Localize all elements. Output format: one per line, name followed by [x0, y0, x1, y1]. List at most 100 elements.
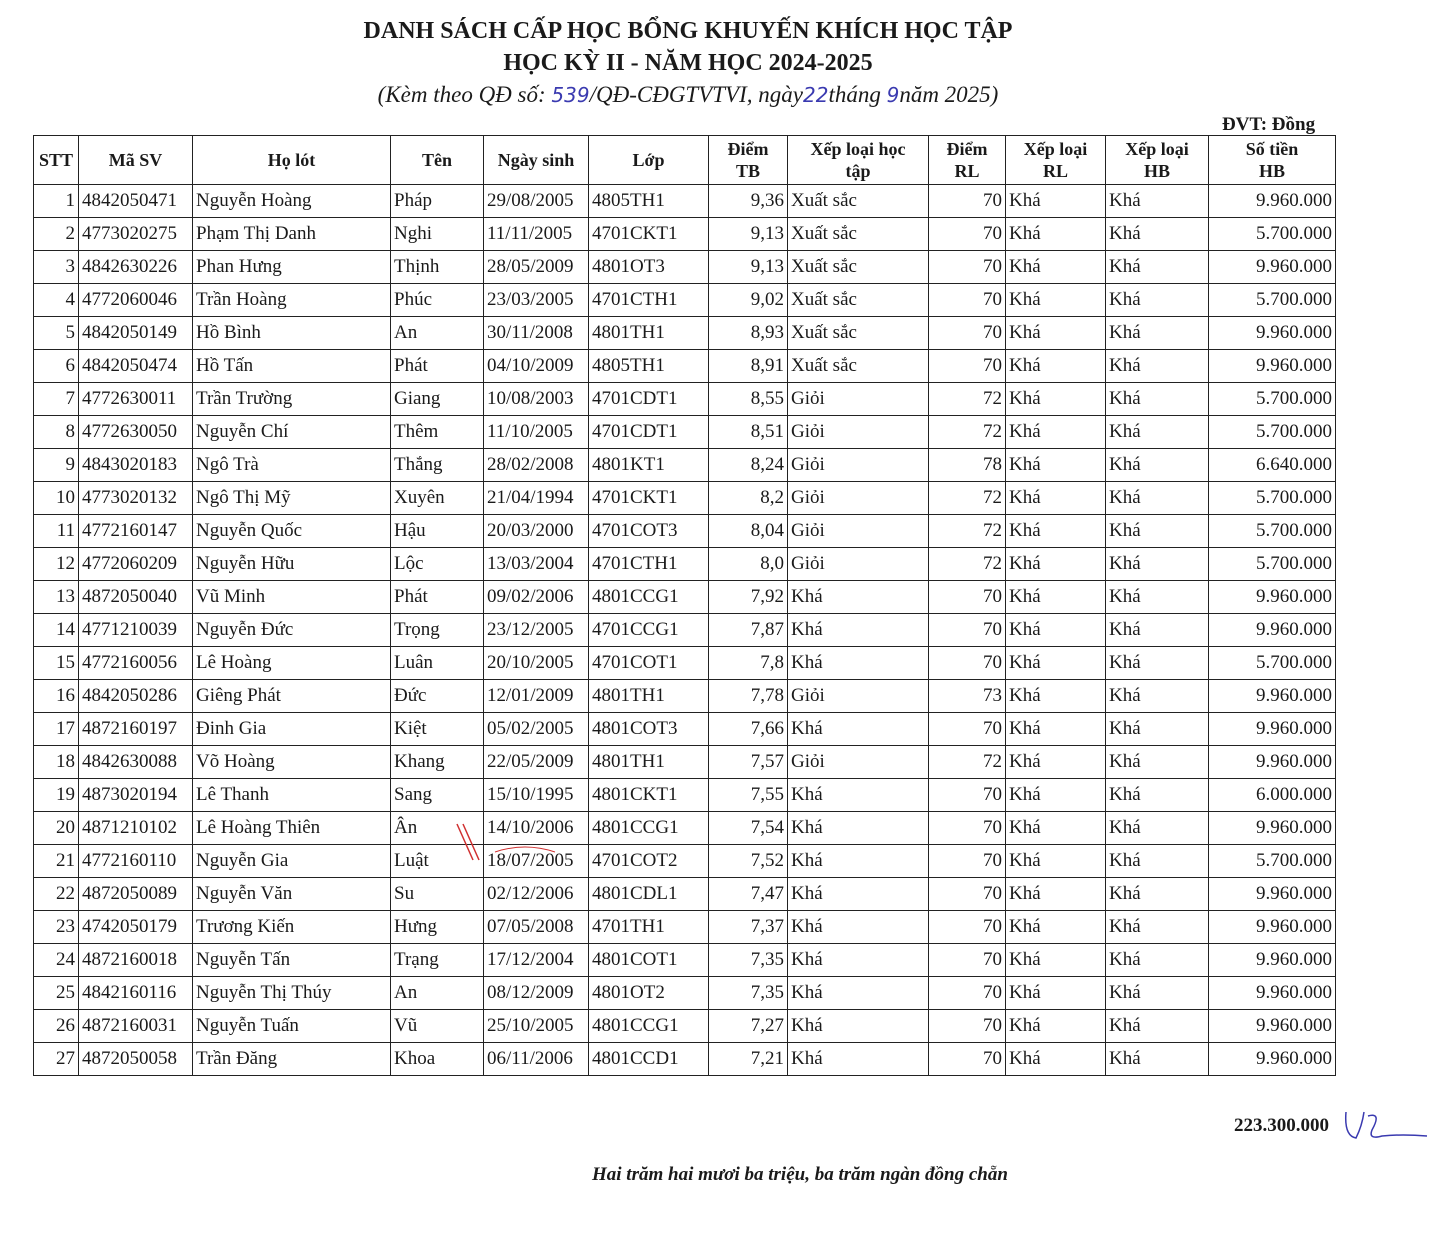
- cell-birth-date: 11/10/2005: [483, 415, 589, 449]
- cell-gpa: 8,0: [708, 547, 788, 581]
- cell-first-name: Hậu: [390, 514, 484, 548]
- cell-middle-name: Ngô Thị Mỹ: [192, 481, 391, 515]
- cell-first-name: Trạng: [390, 943, 484, 977]
- cell-academic-rank: Giỏi: [787, 415, 929, 449]
- cell-student-id: 4842050471: [78, 184, 193, 218]
- cell-conduct-score: 70: [928, 943, 1006, 977]
- cell-student-id: 4872160197: [78, 712, 193, 746]
- cell-conduct-score: 70: [928, 844, 1006, 878]
- cell-scholarship-amount: 9.960.000: [1208, 613, 1336, 647]
- cell-scholarship-amount: 6.000.000: [1208, 778, 1336, 812]
- cell-conduct-rank: Khá: [1005, 844, 1106, 878]
- cell-student-id: 4873020194: [78, 778, 193, 812]
- cell-middle-name: Lê Thanh: [192, 778, 391, 812]
- cell-stt: 2: [33, 217, 79, 251]
- cell-academic-rank: Khá: [787, 943, 929, 977]
- cell-academic-rank: Khá: [787, 844, 929, 878]
- cell-birth-date: 15/10/1995: [483, 778, 589, 812]
- cell-academic-rank: Khá: [787, 613, 929, 647]
- cell-stt: 15: [33, 646, 79, 680]
- cell-academic-rank: Giỏi: [787, 382, 929, 416]
- cell-scholarship-amount: 9.960.000: [1208, 316, 1336, 350]
- cell-academic-rank: Khá: [787, 910, 929, 944]
- cell-scholarship-rank: Khá: [1105, 976, 1209, 1010]
- scholarship-table: STT Mã SV Họ lót Tên Ngày sinh Lớp Điểm TB Xếp l…: [33, 135, 1336, 1076]
- cell-scholarship-amount: 9.960.000: [1208, 811, 1336, 845]
- cell-scholarship-amount: 9.960.000: [1208, 943, 1336, 977]
- cell-conduct-rank: Khá: [1005, 745, 1106, 779]
- cell-scholarship-amount: 6.640.000: [1208, 448, 1336, 482]
- cell-class: 4701COT1: [588, 646, 709, 680]
- cell-middle-name: Giêng Phát: [192, 679, 391, 713]
- cell-middle-name: Trần Trường: [192, 382, 391, 416]
- cell-conduct-score: 70: [928, 811, 1006, 845]
- cell-conduct-rank: Khá: [1005, 184, 1106, 218]
- cell-class: 4801CCG1: [588, 811, 709, 845]
- cell-birth-date: 02/12/2006: [483, 877, 589, 911]
- cell-conduct-rank: Khá: [1005, 877, 1106, 911]
- cell-conduct-score: 72: [928, 514, 1006, 548]
- document-title: DANH SÁCH CẤP HỌC BỔNG KHUYẾN KHÍCH HỌC …: [363, 18, 1013, 44]
- cell-stt: 5: [33, 316, 79, 350]
- cell-class: 4701CDT1: [588, 415, 709, 449]
- cell-scholarship-rank: Khá: [1105, 349, 1209, 383]
- cell-stt: 13: [33, 580, 79, 614]
- cell-class: 4801OT3: [588, 250, 709, 284]
- cell-gpa: 9,36: [708, 184, 788, 218]
- table-row: 24 4872160018 Nguyễn Tấn Trạng 17/12/2004 480…: [33, 943, 1336, 977]
- cell-conduct-score: 70: [928, 349, 1006, 383]
- table-row: 14 4771210039 Nguyễn Đức Trọng 23/12/2005 470…: [33, 613, 1336, 647]
- cell-gpa: 7,35: [708, 943, 788, 977]
- column-header-birth-date: Ngày sinh: [483, 135, 589, 185]
- cell-birth-date: 14/10/2006: [483, 811, 589, 845]
- cell-scholarship-amount: 5.700.000: [1208, 514, 1336, 548]
- column-header-scholarship-amount: Số tiền HB: [1208, 135, 1336, 185]
- cell-scholarship-rank: Khá: [1105, 217, 1209, 251]
- cell-scholarship-rank: Khá: [1105, 778, 1209, 812]
- cell-birth-date: 04/10/2009: [483, 349, 589, 383]
- cell-conduct-score: 72: [928, 382, 1006, 416]
- cell-scholarship-rank: Khá: [1105, 679, 1209, 713]
- cell-academic-rank: Khá: [787, 646, 929, 680]
- cell-middle-name: Lê Hoàng Thiên: [192, 811, 391, 845]
- table-row: 6 4842050474 Hồ Tấn Phát 04/10/2009 4805TH1 8,…: [33, 349, 1336, 383]
- cell-scholarship-rank: Khá: [1105, 1009, 1209, 1043]
- cell-gpa: 7,47: [708, 877, 788, 911]
- cell-gpa: 7,52: [708, 844, 788, 878]
- cell-first-name: Thịnh: [390, 250, 484, 284]
- table-row: 5 4842050149 Hồ Bình An 30/11/2008 4801TH1 8,9…: [33, 316, 1336, 350]
- cell-birth-date: 23/03/2005: [483, 283, 589, 317]
- cell-stt: 1: [33, 184, 79, 218]
- cell-gpa: 7,87: [708, 613, 788, 647]
- cell-middle-name: Phạm Thị Danh: [192, 217, 391, 251]
- cell-academic-rank: Giỏi: [787, 679, 929, 713]
- table-row: 19 4873020194 Lê Thanh Sang 15/10/1995 4801CK…: [33, 778, 1336, 812]
- cell-scholarship-amount: 9.960.000: [1208, 250, 1336, 284]
- cell-academic-rank: Khá: [787, 811, 929, 845]
- ref-prefix: (Kèm theo QĐ số:: [377, 82, 552, 107]
- cell-conduct-rank: Khá: [1005, 712, 1106, 746]
- cell-conduct-score: 70: [928, 250, 1006, 284]
- cell-stt: 10: [33, 481, 79, 515]
- cell-first-name: Xuyên: [390, 481, 484, 515]
- cell-academic-rank: Khá: [787, 1042, 929, 1076]
- cell-class: 4801CKT1: [588, 778, 709, 812]
- cell-student-id: 4772160110: [78, 844, 193, 878]
- cell-conduct-rank: Khá: [1005, 547, 1106, 581]
- cell-scholarship-rank: Khá: [1105, 514, 1209, 548]
- cell-gpa: 9,13: [708, 217, 788, 251]
- cell-gpa: 8,04: [708, 514, 788, 548]
- decision-day: 22: [802, 83, 829, 107]
- cell-conduct-score: 72: [928, 745, 1006, 779]
- cell-student-id: 4842160116: [78, 976, 193, 1010]
- cell-conduct-rank: Khá: [1005, 349, 1106, 383]
- cell-first-name: Lộc: [390, 547, 484, 581]
- cell-conduct-score: 70: [928, 877, 1006, 911]
- cell-birth-date: 08/12/2009: [483, 976, 589, 1010]
- cell-student-id: 4772160056: [78, 646, 193, 680]
- cell-conduct-score: 73: [928, 679, 1006, 713]
- cell-conduct-score: 70: [928, 1042, 1006, 1076]
- cell-middle-name: Nguyễn Gia: [192, 844, 391, 878]
- cell-scholarship-rank: Khá: [1105, 811, 1209, 845]
- cell-stt: 11: [33, 514, 79, 548]
